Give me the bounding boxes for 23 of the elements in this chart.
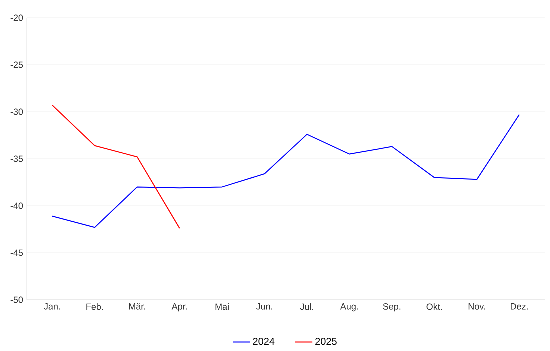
x-tick-label: Jun.	[256, 304, 272, 310]
legend-label: 2025	[316, 338, 337, 346]
x-tick-label: Jan.	[44, 304, 60, 310]
y-tick-label: -20	[10, 15, 24, 22]
y-tick-label: -35	[10, 156, 24, 162]
x-tick-label: Aug.	[340, 304, 358, 312]
y-tick-label: -45	[10, 250, 24, 256]
y-tick-label: -25	[10, 62, 24, 68]
x-tick-label: Jul.	[300, 304, 314, 310]
y-tick-label: -40	[10, 203, 24, 210]
x-tick-label: Nov.	[468, 304, 486, 310]
x-tick-label: Okt.	[426, 304, 442, 310]
line-series	[52, 105, 180, 230]
line-series	[52, 114, 520, 228]
x-tick-label: Mär.	[129, 304, 146, 310]
legend-label: 2024	[253, 338, 275, 346]
x-tick-label: Mai	[216, 304, 229, 310]
x-tick-label: Feb.	[86, 304, 104, 310]
y-tick-label: -50	[10, 297, 24, 304]
x-tick-label: Sep.	[383, 304, 401, 312]
x-tick-label: Dez.	[511, 304, 528, 310]
y-tick-label: -30	[10, 109, 24, 116]
x-tick-label: Apr.	[172, 304, 188, 312]
